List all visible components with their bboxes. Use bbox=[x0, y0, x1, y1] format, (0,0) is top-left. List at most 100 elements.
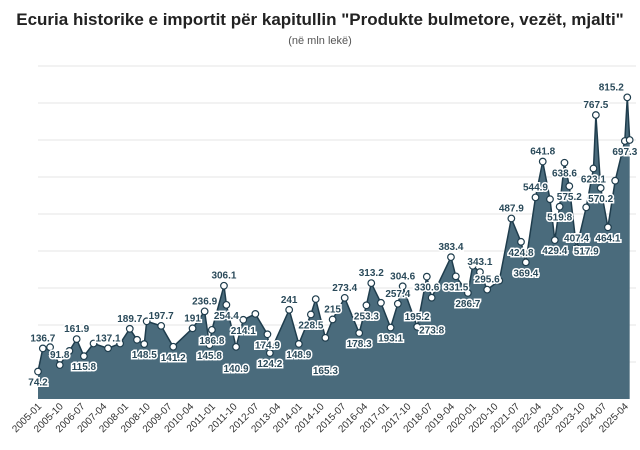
data-point bbox=[116, 339, 125, 348]
data-label: 115.8 bbox=[72, 362, 97, 373]
data-point bbox=[265, 349, 274, 357]
data-label: 174.9 bbox=[255, 340, 280, 351]
data-label: 383.4 bbox=[438, 242, 463, 253]
data-point bbox=[340, 293, 349, 302]
data-point bbox=[200, 307, 209, 316]
data-point bbox=[463, 289, 472, 297]
data-point bbox=[55, 361, 64, 369]
data-point bbox=[538, 157, 547, 166]
data-point bbox=[393, 299, 402, 308]
data-point bbox=[142, 317, 151, 326]
data-label: 464.1 bbox=[595, 233, 620, 244]
data-point bbox=[398, 282, 407, 291]
data-point bbox=[625, 136, 634, 144]
data-point bbox=[321, 333, 330, 342]
data-point bbox=[386, 323, 395, 332]
data-label: 145.8 bbox=[197, 351, 222, 362]
data-label: 195.2 bbox=[405, 312, 430, 323]
data-point bbox=[133, 335, 141, 344]
data-point bbox=[546, 195, 554, 204]
data-point bbox=[367, 279, 376, 288]
data-label: 186.8 bbox=[199, 336, 224, 347]
data-label: 638.6 bbox=[552, 169, 577, 180]
data-label: 330.6 bbox=[414, 283, 439, 294]
data-label: 331.5 bbox=[443, 282, 468, 293]
data-label: 429.4 bbox=[542, 246, 567, 257]
data-point bbox=[623, 93, 632, 102]
data-point bbox=[582, 203, 591, 212]
data-point bbox=[251, 310, 260, 318]
data-point bbox=[220, 281, 228, 290]
data-label: 273.4 bbox=[332, 283, 357, 294]
data-label: 306.1 bbox=[211, 271, 236, 282]
data-label: 257.4 bbox=[385, 289, 410, 300]
data-label: 178.3 bbox=[347, 339, 372, 350]
data-label: 697.3 bbox=[612, 147, 637, 158]
data-point bbox=[285, 305, 294, 314]
data-label: 570.2 bbox=[588, 194, 613, 205]
data-label: 369.4 bbox=[513, 268, 538, 279]
data-point bbox=[205, 341, 214, 349]
data-label: 815.2 bbox=[599, 82, 624, 93]
data-label: 236.9 bbox=[192, 296, 217, 307]
data-label: 148.5 bbox=[132, 350, 157, 361]
data-label: 124.2 bbox=[257, 359, 282, 370]
data-point bbox=[495, 276, 504, 285]
data-label: 148.9 bbox=[286, 350, 311, 361]
data-point bbox=[140, 340, 149, 348]
data-point bbox=[294, 340, 303, 348]
data-point bbox=[311, 295, 320, 304]
data-point bbox=[591, 111, 600, 119]
data-label: 295.6 bbox=[475, 275, 500, 286]
data-label: 623.1 bbox=[581, 174, 606, 185]
data-label: 424.8 bbox=[508, 248, 533, 259]
data-point bbox=[79, 352, 88, 361]
data-label: 228.5 bbox=[298, 320, 323, 331]
data-point bbox=[89, 339, 98, 348]
data-label: 197.7 bbox=[149, 311, 174, 322]
data-point bbox=[207, 325, 216, 334]
data-point bbox=[517, 237, 525, 246]
data-point bbox=[104, 344, 112, 353]
data-point bbox=[169, 342, 178, 351]
data-point bbox=[46, 343, 54, 352]
data-point bbox=[555, 202, 564, 211]
data-point bbox=[125, 324, 134, 333]
data-label: 253.3 bbox=[354, 311, 379, 322]
data-point bbox=[239, 315, 248, 324]
data-label: 254.4 bbox=[214, 311, 239, 322]
data-label: 273.8 bbox=[419, 326, 444, 337]
data-point bbox=[328, 315, 337, 324]
area-series bbox=[38, 97, 630, 400]
data-label: 575.2 bbox=[557, 192, 582, 203]
data-label: 137.1 bbox=[96, 333, 121, 344]
data-point bbox=[507, 214, 516, 223]
data-label: 517.9 bbox=[574, 246, 599, 257]
data-label: 313.2 bbox=[359, 268, 384, 279]
data-label: 304.6 bbox=[390, 271, 415, 282]
data-label: 286.7 bbox=[455, 299, 480, 310]
data-label: 74.2 bbox=[28, 378, 48, 389]
data-point bbox=[550, 236, 559, 245]
data-label: 193.1 bbox=[378, 334, 403, 345]
data-label: 165.3 bbox=[313, 366, 338, 377]
data-label: 161.9 bbox=[64, 324, 89, 335]
data-point bbox=[560, 158, 569, 167]
data-point bbox=[306, 310, 315, 319]
data-point bbox=[422, 272, 431, 281]
data-label: 241 bbox=[281, 295, 298, 306]
data-point bbox=[531, 193, 540, 202]
data-point bbox=[232, 342, 240, 351]
data-point bbox=[604, 223, 612, 232]
data-point bbox=[355, 329, 364, 337]
data-label: 189.7 bbox=[117, 314, 142, 325]
data-label: 214.1 bbox=[231, 326, 256, 337]
data-point bbox=[413, 322, 422, 331]
data-point bbox=[65, 347, 74, 355]
data-point bbox=[38, 344, 47, 353]
data-point bbox=[565, 182, 574, 191]
data-label: 191 bbox=[184, 313, 201, 324]
data-point bbox=[451, 272, 460, 281]
chart-title: Ecuria historike e importit për kapitull… bbox=[16, 10, 624, 29]
